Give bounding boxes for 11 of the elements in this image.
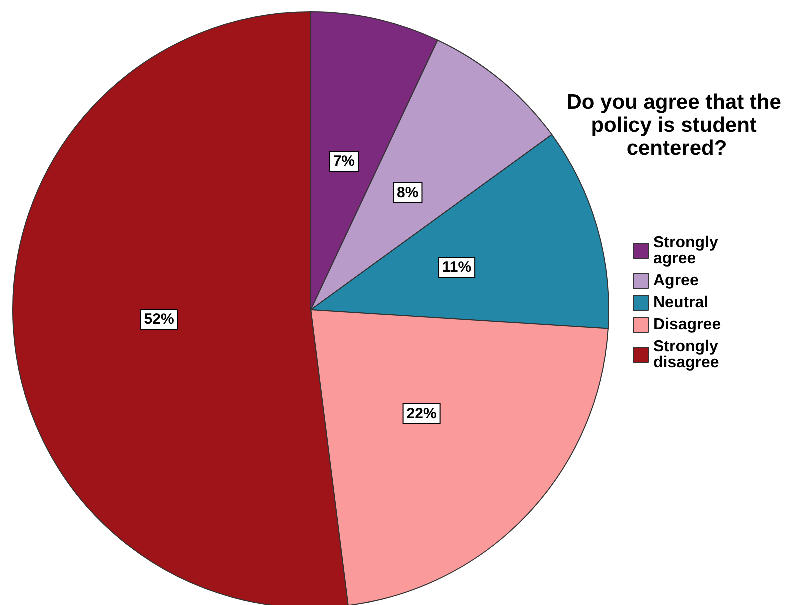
data-label: 7% — [333, 153, 355, 170]
legend-label: Strongly agree — [654, 234, 723, 268]
data-label: 52% — [144, 311, 174, 328]
data-label: 22% — [406, 406, 437, 423]
legend-label: Strongly disagree — [654, 338, 723, 372]
data-label: 11% — [442, 259, 472, 276]
legend-label: Agree — [654, 272, 699, 290]
data-label: 8% — [397, 184, 419, 202]
legend-title: Do you agree that the policy is student centered? — [566, 91, 788, 160]
legend-label: Neutral — [654, 294, 709, 312]
legend-label: Disagree — [654, 316, 722, 334]
